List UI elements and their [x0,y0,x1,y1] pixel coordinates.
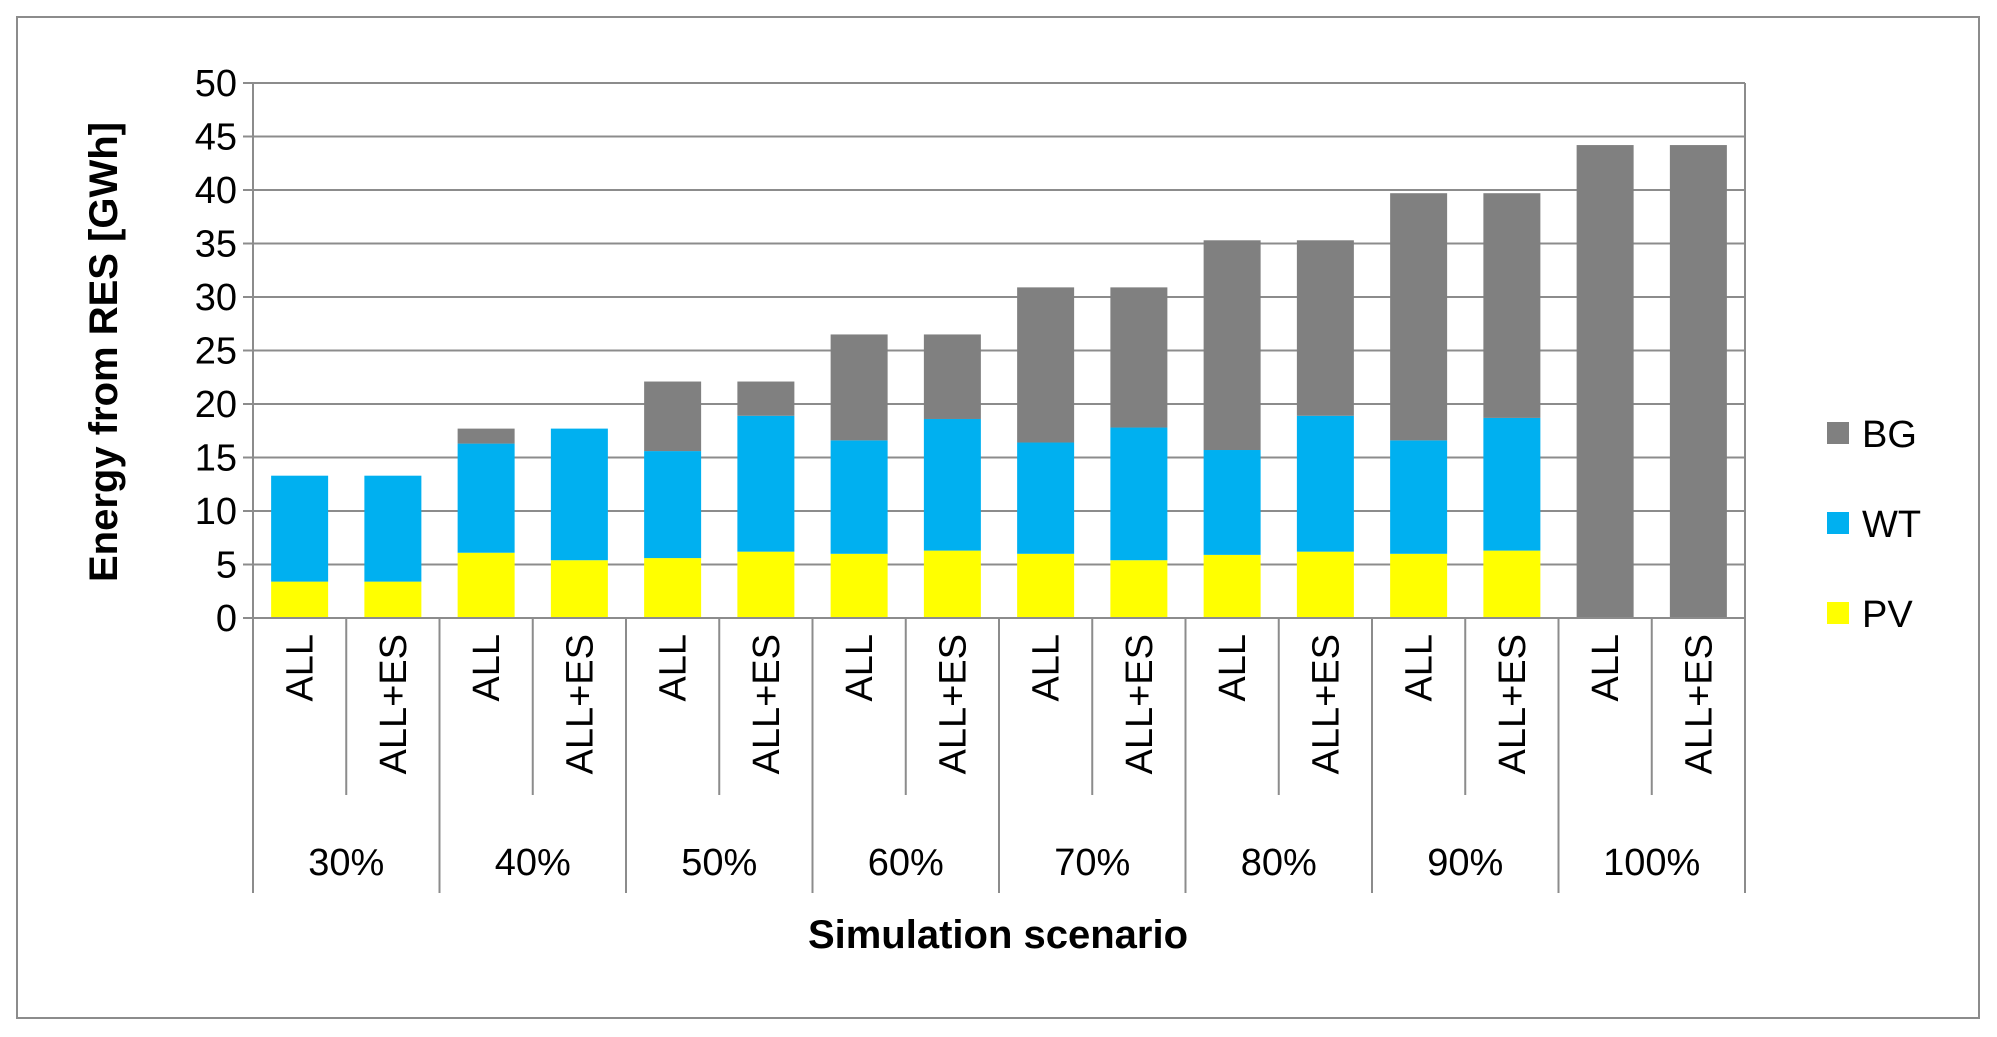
bar-segment-pv [457,552,515,618]
x-axis-title: Simulation scenario [808,913,1188,957]
bar-segment-wt [1483,417,1541,551]
bar-segment-wt [550,428,608,561]
x-group-label: 60% [868,842,944,884]
legend-swatch-wt [1827,512,1849,534]
y-tick-label: 50 [195,63,237,105]
bar-segment-wt [1203,450,1261,555]
bars [271,145,1727,618]
x-category-label: ALL+ES [1119,634,1161,775]
y-tick-label: 35 [195,224,237,266]
bar-segment-pv [644,558,702,618]
x-category-label: ALL+ES [746,634,788,775]
bar-segment-bg [830,334,888,441]
bar-segment-bg [1203,240,1261,451]
legend-swatch-bg [1827,422,1849,444]
bar-segment-bg [923,334,981,419]
legend-label-pv: PV [1862,594,1913,636]
x-category-label: ALL [1212,634,1254,702]
y-tick-label: 15 [195,438,237,480]
bar-segment-pv [550,560,608,618]
legend-label-wt: WT [1862,504,1921,546]
bar-segment-pv [737,551,795,618]
bar-segment-wt [737,415,795,552]
y-tick-labels: 0 5 10 15 20 25 30 35 40 45 50 [195,63,237,640]
bar-segment-wt [457,443,515,553]
bar-segment-bg [1390,193,1448,441]
x-group-label: 100% [1603,842,1700,884]
x-category-label: ALL [466,634,508,702]
bar-segment-wt [644,451,702,559]
bar-segment-pv [364,581,422,618]
x-group-label: 80% [1241,842,1317,884]
bar-segment-wt [1390,440,1448,554]
y-axis-title: Energy from RES [GWh] [82,122,126,582]
bar-segment-bg [1669,145,1727,618]
x-group-label: 70% [1054,842,1130,884]
bar-segment-bg [1110,287,1168,428]
bar-segment-wt [364,475,422,582]
bar-segment-bg [1576,145,1634,618]
x-category-label: ALL+ES [932,634,974,775]
bar-segment-pv [1296,551,1354,618]
x-category-label: ALL [1399,634,1441,702]
x-category-label: ALL+ES [559,634,601,775]
x-category-label: ALL [839,634,881,702]
x-category-label: ALL [1585,634,1627,702]
bar-segment-bg [737,381,795,416]
legend-label-bg: BG [1862,414,1917,456]
bar-segment-wt [830,440,888,554]
y-tick-label: 0 [216,598,237,640]
y-tick-label: 5 [216,545,237,587]
x-category-label: ALL [280,634,322,702]
axes [243,82,1746,893]
y-tick-label: 20 [195,384,237,426]
x-category-label: ALL [653,634,695,702]
x-category-labels: ALL ALL+ES ALL ALL+ES ALL ALL+ES ALL ALL+ES ALL A… [280,634,1721,775]
y-tick-label: 25 [195,331,237,373]
bar-segment-pv [271,581,329,618]
bar-segment-wt [271,475,329,582]
x-category-label: ALL+ES [1492,634,1534,775]
x-group-label: 50% [681,842,757,884]
x-category-label: ALL+ES [1305,634,1347,775]
legend-swatch-pv [1827,602,1849,624]
x-group-labels: 30% 40% 50% 60% 70% 80% 90% 100% [308,842,1700,884]
y-tick-label: 10 [195,491,237,533]
x-group-label: 30% [308,842,384,884]
bar-segment-wt [1017,442,1075,554]
bar-segment-wt [1110,427,1168,561]
bar-segment-pv [1483,550,1541,618]
y-tick-label: 45 [195,117,237,159]
bar-segment-pv [1110,560,1168,618]
legend: BG WT PV [1827,414,1921,636]
x-group-label: 90% [1427,842,1503,884]
x-category-label: ALL+ES [373,634,415,775]
bar-segment-bg [457,428,515,444]
bar-segment-pv [1203,554,1261,618]
bar-segment-pv [830,553,888,618]
bar-segment-pv [923,550,981,618]
bar-segment-pv [1017,553,1075,618]
y-tick-label: 40 [195,170,237,212]
bar-segment-bg [644,381,702,452]
bar-segment-bg [1017,287,1075,443]
bar-segment-bg [1483,193,1541,418]
bar-segment-bg [1296,240,1354,416]
bar-segment-wt [923,418,981,551]
x-group-label: 40% [495,842,571,884]
x-category-label: ALL [1026,634,1068,702]
x-category-label: ALL+ES [1678,634,1720,775]
bar-segment-pv [1390,553,1448,618]
bar-segment-wt [1296,415,1354,552]
y-tick-label: 30 [195,277,237,319]
